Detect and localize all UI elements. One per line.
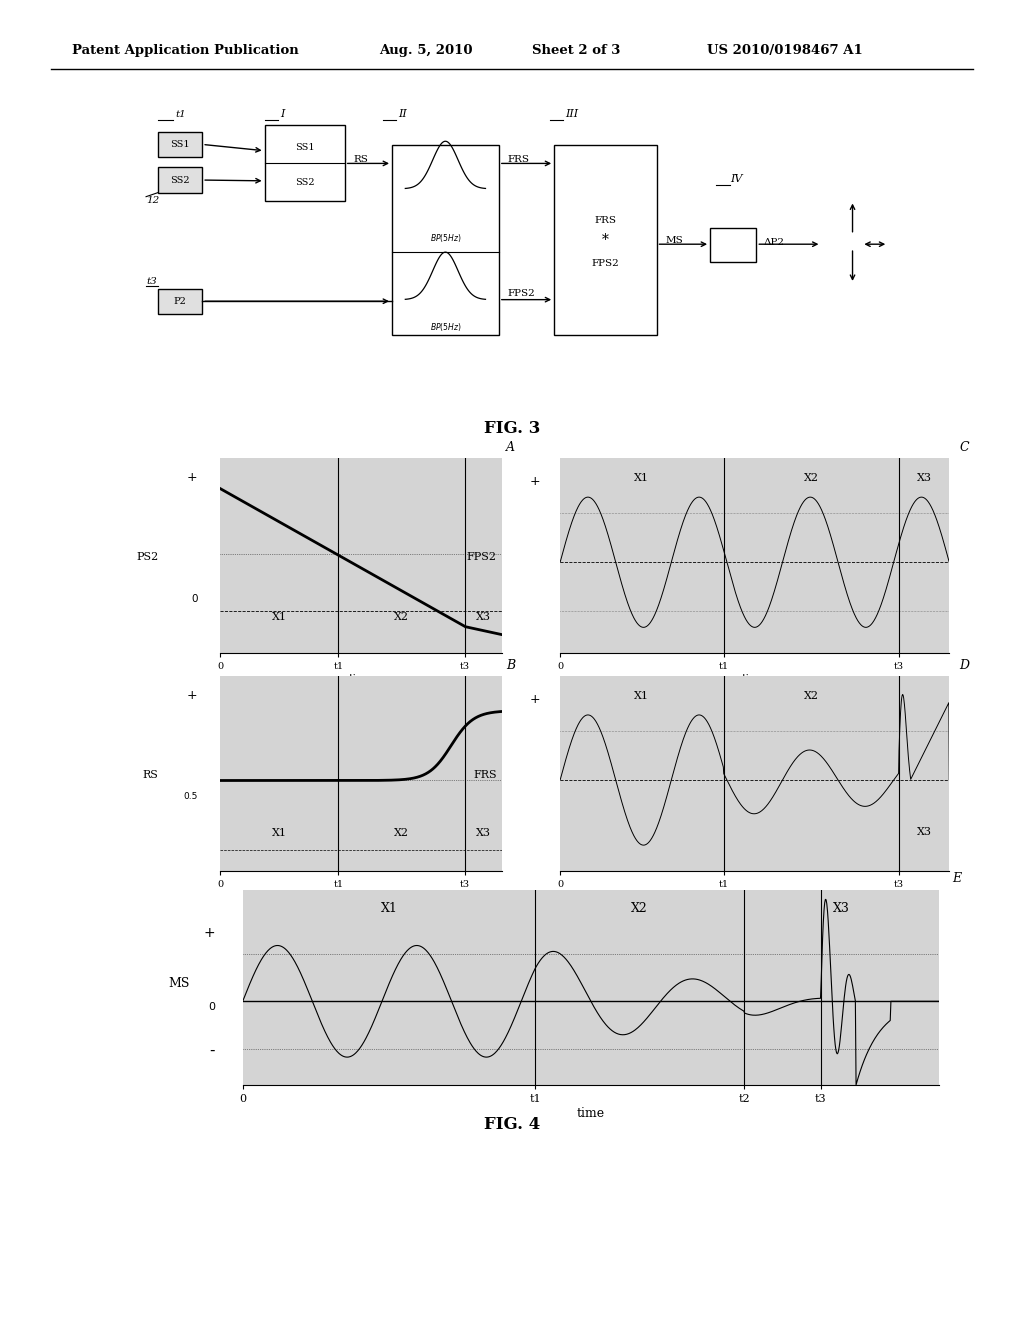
Text: SS2: SS2: [295, 178, 314, 187]
Text: FRS: FRS: [594, 216, 616, 224]
Bar: [158, 289, 202, 314]
Text: IV: IV: [730, 174, 742, 185]
X-axis label: time: time: [742, 892, 767, 902]
Text: X1: X1: [634, 473, 649, 483]
X-axis label: time: time: [348, 675, 374, 684]
Text: $BP(5Hz)$: $BP(5Hz)$: [430, 232, 461, 244]
Text: +: +: [187, 471, 198, 484]
X-axis label: time: time: [348, 892, 374, 902]
Text: FPS2: FPS2: [467, 552, 497, 562]
Text: SS1: SS1: [295, 143, 314, 152]
Text: -: -: [209, 1043, 215, 1057]
Text: Sheet 2 of 3: Sheet 2 of 3: [532, 44, 621, 57]
Text: X2: X2: [394, 612, 410, 623]
Text: X1: X1: [381, 902, 397, 915]
Text: PS2: PS2: [136, 552, 159, 562]
Text: X3: X3: [476, 612, 490, 623]
Text: III: III: [565, 110, 578, 120]
Text: X1: X1: [271, 829, 287, 838]
Text: *: *: [602, 234, 608, 247]
Text: FIG. 3: FIG. 3: [483, 421, 541, 437]
Text: D: D: [959, 659, 970, 672]
Text: X1: X1: [271, 612, 287, 623]
Text: FPS2: FPS2: [592, 260, 620, 268]
Text: MS: MS: [666, 236, 683, 244]
Bar: [264, 125, 345, 201]
Bar: [158, 132, 202, 157]
Text: P2: P2: [173, 297, 186, 306]
Text: 0.5: 0.5: [183, 792, 198, 801]
Text: FRS: FRS: [473, 770, 497, 780]
Bar: [710, 228, 757, 261]
Text: E: E: [952, 871, 962, 884]
Text: I: I: [280, 110, 284, 120]
Text: $BP(5Hz)$: $BP(5Hz)$: [430, 321, 461, 334]
Text: II: II: [398, 110, 407, 120]
Text: X2: X2: [804, 473, 818, 483]
Text: +: +: [530, 475, 541, 488]
Text: X3: X3: [916, 473, 932, 483]
Text: Patent Application Publication: Patent Application Publication: [72, 44, 298, 57]
Text: RS: RS: [142, 770, 159, 780]
Text: t3: t3: [146, 277, 157, 286]
Text: X3: X3: [834, 902, 850, 915]
Text: SS1: SS1: [170, 140, 189, 149]
Text: FRS: FRS: [508, 154, 529, 164]
Text: US 2010/0198467 A1: US 2010/0198467 A1: [707, 44, 862, 57]
Text: RS: RS: [353, 154, 369, 164]
Text: X3: X3: [476, 829, 490, 838]
Text: C: C: [959, 441, 969, 454]
Bar: [158, 168, 202, 193]
Bar: [392, 145, 499, 335]
Text: 0: 0: [191, 594, 198, 603]
Text: Aug. 5, 2010: Aug. 5, 2010: [379, 44, 472, 57]
Text: B: B: [506, 659, 515, 672]
Text: +: +: [530, 693, 541, 706]
Text: X1: X1: [634, 690, 649, 701]
Text: SS2: SS2: [170, 176, 189, 185]
Text: +: +: [203, 925, 215, 940]
Text: X2: X2: [394, 829, 410, 838]
Text: X2: X2: [804, 690, 818, 701]
Text: X3: X3: [916, 828, 932, 837]
Text: +: +: [187, 689, 198, 702]
Text: t1: t1: [175, 111, 186, 120]
Text: MS: MS: [168, 977, 189, 990]
Bar: [554, 145, 656, 335]
X-axis label: time: time: [577, 1107, 605, 1119]
Text: 0: 0: [208, 1002, 215, 1012]
Text: FIG. 4: FIG. 4: [484, 1117, 540, 1133]
X-axis label: time: time: [742, 675, 767, 684]
Text: FPS2: FPS2: [508, 289, 536, 298]
Text: ΔP2: ΔP2: [764, 238, 784, 247]
Text: X2: X2: [631, 902, 648, 915]
Text: A: A: [506, 441, 515, 454]
Text: 12: 12: [146, 195, 160, 205]
